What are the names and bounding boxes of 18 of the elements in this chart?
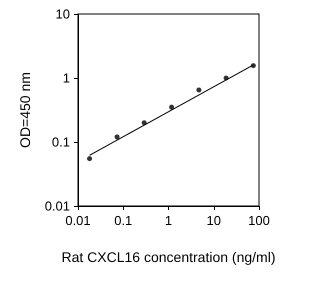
x-tick-label: 1	[164, 213, 172, 228]
y-tick-label: 1	[62, 70, 70, 86]
x-axis-title: Rat CXCL16 concentration (ng/ml)	[62, 249, 276, 265]
point	[169, 104, 174, 110]
y-tick-label: 0.1	[52, 134, 70, 150]
point	[250, 63, 256, 68]
y-tick-label: 0.01	[44, 198, 70, 214]
x-tick-label: 10	[206, 213, 221, 228]
point	[114, 134, 120, 140]
point	[87, 156, 92, 162]
y-axis-title: OD=450 nm	[17, 72, 33, 148]
point	[196, 87, 202, 92]
x-tick-label: 100	[248, 213, 270, 228]
point	[142, 120, 147, 126]
x-tick-label: 0.1	[114, 213, 132, 228]
x-tick-label: 0.01	[65, 213, 91, 228]
y-tick-label: 10	[56, 6, 70, 22]
point	[224, 76, 229, 80]
